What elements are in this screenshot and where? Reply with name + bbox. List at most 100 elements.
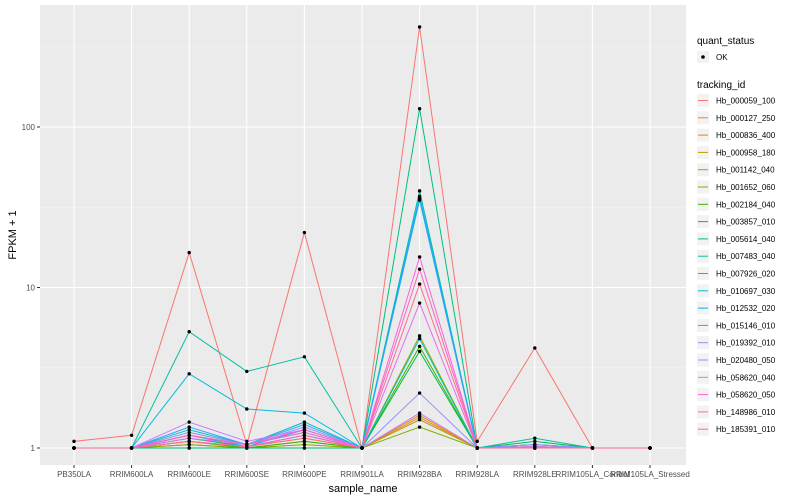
data-point — [360, 446, 364, 450]
data-points — [72, 25, 652, 450]
panel-background — [40, 5, 686, 465]
legend-color-title: tracking_id — [697, 80, 745, 91]
data-point — [187, 250, 191, 255]
legend-label: Hb_010697_030 — [716, 287, 776, 296]
data-point — [129, 446, 134, 450]
data-point — [417, 255, 422, 259]
y-tick-label: 1 — [31, 444, 36, 453]
data-point — [475, 439, 479, 444]
data-point — [417, 336, 422, 341]
data-point — [187, 330, 191, 334]
data-point — [590, 446, 595, 450]
data-point — [129, 433, 134, 437]
data-point — [245, 444, 249, 449]
legend-label: Hb_000836_400 — [716, 131, 776, 140]
data-point — [648, 446, 652, 450]
y-axis-ticks: 1 10 100 — [22, 123, 40, 453]
x-axis-ticks: PB350LA RRIM600LA RRIM600LE RRIM600SE RRIM60… — [57, 465, 690, 479]
data-point — [417, 349, 422, 354]
data-point — [302, 230, 307, 235]
x-tick-label: RRIM600PE — [282, 470, 326, 479]
legend-label: Hb_058620_050 — [716, 391, 776, 400]
legend-color-entries: Hb_000059_100 Hb_000127_250 Hb_000836_400 H… — [697, 94, 776, 436]
data-point — [417, 301, 422, 305]
legend-label: Hb_007926_020 — [716, 270, 776, 279]
data-point — [245, 369, 249, 374]
data-point — [187, 372, 191, 376]
legend-label: Hb_000958_180 — [716, 148, 776, 157]
legend-label: Hb_015146_010 — [716, 321, 776, 330]
data-point — [302, 430, 307, 435]
x-tick-label: RRIM600SE — [225, 470, 269, 479]
data-point — [533, 346, 537, 350]
data-point — [417, 418, 422, 422]
x-tick-label: RRIM600LA — [110, 470, 154, 479]
data-point — [417, 391, 422, 395]
data-point — [187, 436, 191, 440]
data-point — [533, 439, 537, 444]
y-axis-title: FPKM + 1 — [7, 210, 19, 259]
data-point — [417, 25, 422, 29]
data-point — [302, 428, 307, 432]
legend: quant_status OK tracking_id Hb_000059_10… — [697, 36, 776, 436]
legend-label: Hb_000127_250 — [716, 114, 776, 123]
data-point — [187, 433, 191, 437]
legend-shape-title: quant_status — [697, 36, 754, 47]
data-point — [417, 194, 422, 198]
x-tick-label: RRIM928BA — [397, 470, 442, 479]
data-point — [72, 439, 76, 444]
data-point — [533, 446, 537, 450]
legend-label: Hb_148986_010 — [716, 408, 776, 417]
data-point — [187, 439, 191, 444]
data-point — [417, 267, 422, 271]
data-point — [187, 430, 191, 435]
data-point — [417, 334, 422, 338]
x-tick-label: RRIM928LE — [513, 470, 557, 479]
legend-shape-point — [701, 55, 705, 59]
data-point — [417, 198, 422, 202]
legend-label: Hb_019392_010 — [716, 339, 776, 348]
data-point — [245, 407, 249, 411]
legend-label: Hb_007483_040 — [716, 252, 776, 261]
data-point — [302, 439, 307, 444]
legend-shape-label: OK — [716, 53, 728, 62]
x-tick-label: RRIM901LA — [340, 470, 384, 479]
grid — [40, 5, 686, 465]
x-axis-title: sample_name — [328, 483, 397, 495]
data-point — [417, 189, 422, 193]
data-point — [302, 411, 307, 415]
data-point — [187, 428, 191, 432]
data-point — [475, 446, 479, 450]
x-tick-label: RRIM600LE — [167, 470, 211, 479]
data-point — [72, 446, 76, 450]
legend-label: Hb_058620_040 — [716, 373, 776, 382]
x-tick-label: PB350LA — [57, 470, 91, 479]
data-point — [417, 425, 422, 429]
data-point — [302, 433, 307, 437]
data-point — [417, 344, 422, 349]
y-tick-label: 100 — [22, 123, 36, 132]
data-point — [302, 422, 307, 427]
x-tick-label: RRIM928LA — [455, 470, 499, 479]
data-point — [302, 420, 307, 424]
data-point — [302, 355, 307, 359]
legend-label: Hb_001142_040 — [716, 166, 775, 175]
data-point — [302, 425, 307, 429]
data-point — [302, 442, 307, 447]
x-tick-label: RRIM105LA_Stressed — [610, 470, 690, 479]
data-point — [533, 436, 537, 440]
legend-label: Hb_002184_040 — [716, 200, 776, 209]
data-point — [187, 425, 191, 429]
data-point — [245, 439, 249, 444]
data-point — [417, 282, 422, 286]
data-point — [187, 442, 191, 447]
data-point — [187, 446, 191, 450]
data-point — [302, 436, 307, 440]
legend-label: Hb_012532_020 — [716, 304, 776, 313]
data-point — [187, 420, 191, 424]
legend-label: Hb_001652_060 — [716, 183, 776, 192]
legend-label: Hb_000059_100 — [716, 97, 776, 106]
x-tick-label: RRIM105LA_Control — [555, 470, 629, 479]
legend-label: Hb_185391_010 — [716, 425, 776, 434]
